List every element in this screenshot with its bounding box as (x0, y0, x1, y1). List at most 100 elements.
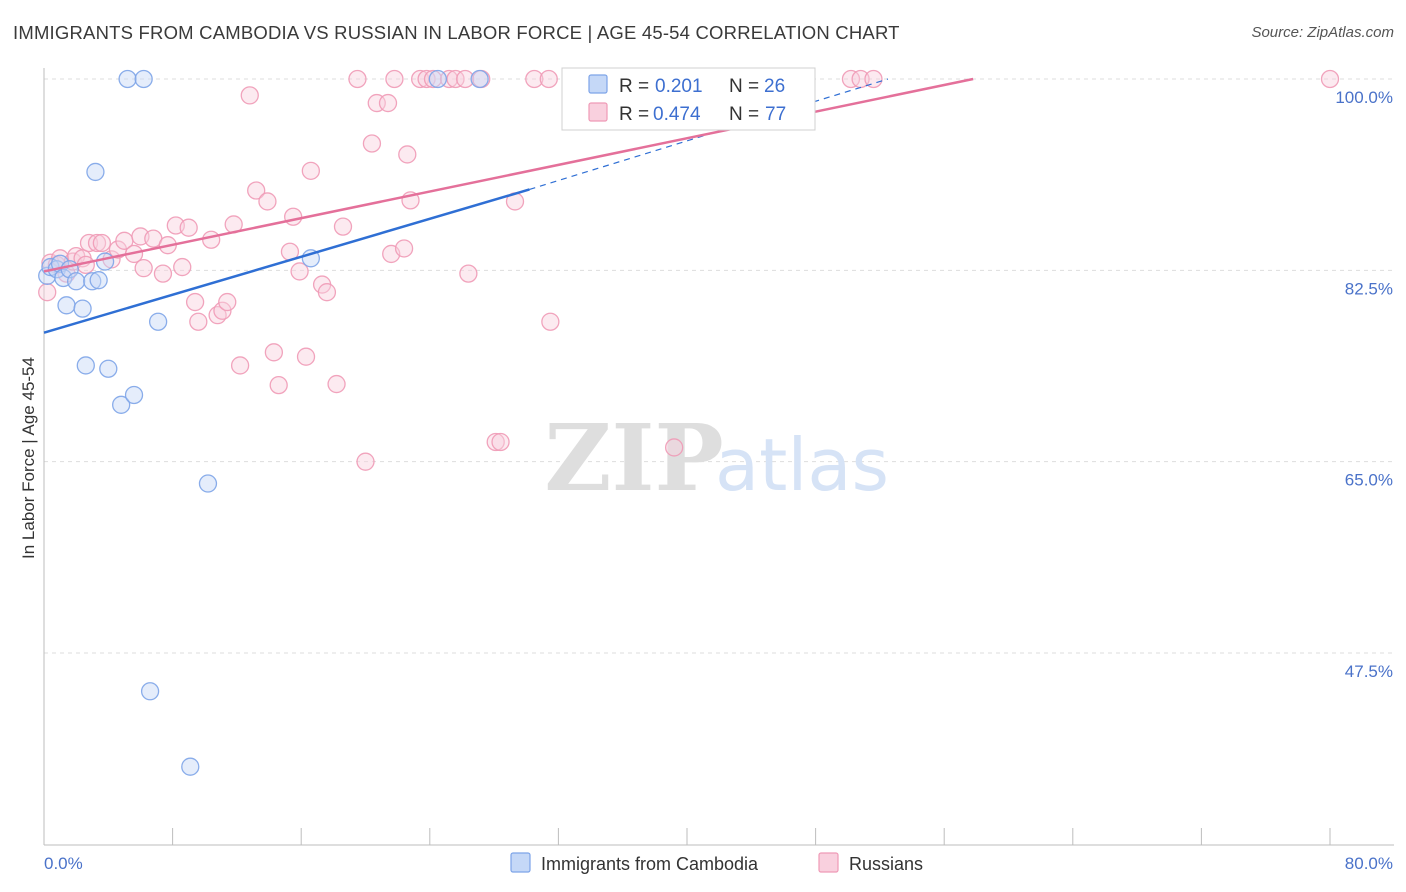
russians-point-40 (296, 347, 316, 366)
russians-point-38 (284, 207, 303, 226)
russians-point-65 (491, 432, 510, 452)
russians-points (38, 69, 1340, 471)
russians-point-43 (317, 283, 337, 302)
russians-point-52 (385, 69, 404, 89)
cambodia-point-13 (95, 252, 115, 271)
russians-point-54 (398, 145, 417, 164)
russians-point-31 (230, 356, 250, 375)
russians-point-24 (185, 292, 205, 312)
russians-point-58 (423, 69, 443, 89)
axes (43, 68, 1394, 846)
bottom-legend-swatch-russians (818, 852, 839, 873)
russians-point-47 (356, 452, 375, 471)
russians-point-46 (348, 69, 367, 89)
russians-point-61 (456, 69, 475, 89)
russians-point-39 (290, 262, 309, 281)
trend-lines (43, 77, 974, 334)
russians-point-0 (38, 283, 57, 302)
cambodia-point-17 (124, 385, 144, 405)
y-tick-label-1: 82.5% (1345, 279, 1393, 298)
watermark-atlas: atlas (715, 423, 889, 507)
cambodia-point-5 (57, 296, 76, 315)
stats-legend: R = 0.201 N = 26 R = 0.474 N = 77 (561, 67, 816, 131)
y-tick-label-2: 65.0% (1345, 471, 1393, 490)
y-tick-label-3: 47.5% (1345, 662, 1393, 681)
bottom-legend-label-cambodia: Immigrants from Cambodia (541, 854, 759, 874)
russians-point-26 (202, 230, 221, 249)
cambodia-point-19 (140, 682, 160, 701)
russians-point-36 (269, 375, 288, 395)
russians-point-73 (841, 69, 861, 89)
legend-n-value-cambodia: 26 (764, 76, 785, 97)
cambodia-point-11 (83, 272, 102, 291)
russians-point-22 (173, 257, 192, 277)
bottom-legend-label-russians: Russians (849, 854, 923, 874)
cambodia-point-7 (67, 272, 86, 291)
tick-labels: 100.0% 82.5% 65.0% 47.5% 0.0% 80.0% (44, 88, 1393, 873)
russians-point-75 (864, 69, 883, 89)
cambodia-point-24 (428, 69, 447, 89)
y-tick-label-0: 100.0% (1335, 88, 1393, 107)
bottom-legend-swatch-cambodia (510, 852, 531, 873)
russians-point-53 (394, 239, 414, 258)
cambodia-points (38, 69, 489, 776)
russians-point-10 (87, 233, 107, 253)
watermark: ZIP atlas (544, 404, 889, 512)
russians-point-56 (411, 69, 430, 89)
russians-point-35 (264, 343, 284, 362)
cambodia-point-20 (148, 312, 168, 331)
legend-n-label-cambodia: N = (729, 76, 759, 97)
legend-r-label-russians: R = (619, 104, 649, 125)
russians-point-28 (213, 301, 232, 320)
cambodia-point-15 (112, 395, 131, 414)
legend-r-value-russians: 0.474 (653, 104, 701, 125)
cambodia-point-22 (198, 474, 218, 493)
russians-point-69 (541, 312, 560, 331)
russians-point-67 (525, 69, 544, 89)
x-tick-label-1: 80.0% (1345, 854, 1393, 873)
russians-point-41 (301, 161, 320, 180)
cambodia-point-8 (73, 299, 92, 318)
watermark-zip: ZIP (544, 404, 723, 512)
source-label: Source: ZipAtlas.com (1251, 24, 1394, 41)
cambodia-point-10 (86, 162, 105, 182)
cambodia-point-18 (134, 69, 153, 89)
russians-point-76 (1320, 69, 1340, 89)
cambodia-point-9 (76, 356, 95, 375)
cambodia-point-25 (470, 69, 489, 89)
russians-point-29 (218, 292, 237, 312)
legend-swatch-russians (588, 102, 608, 122)
russians-point-60 (446, 69, 465, 89)
russians-point-64 (486, 432, 505, 452)
x-tick-label-0: 0.0% (44, 854, 83, 873)
legend-r-label-cambodia: R = (619, 76, 649, 97)
cambodia-point-21 (181, 757, 200, 776)
russians-point-17 (134, 258, 153, 278)
legend-n-label-russians: N = (729, 104, 759, 125)
russians-point-68 (539, 69, 558, 89)
russians-point-32 (240, 86, 259, 105)
legend-r-value-cambodia: 0.201 (655, 76, 703, 97)
russians-point-45 (333, 217, 353, 236)
cambodia-trend-line (43, 188, 530, 334)
y-axis-label: In Labor Force | Age 45-54 (19, 357, 38, 559)
series-legend: Immigrants from Cambodia Russians (510, 852, 923, 874)
russians-point-25 (189, 312, 208, 331)
russians-point-48 (362, 134, 382, 153)
russians-point-34 (258, 192, 277, 211)
cambodia-point-14 (99, 359, 118, 378)
cambodia-point-16 (118, 69, 137, 89)
russians-point-44 (327, 374, 346, 394)
russians-point-11 (92, 233, 112, 253)
legend-swatch-cambodia (588, 74, 608, 94)
russians-point-50 (378, 93, 398, 113)
russians-trend-line (43, 77, 974, 273)
legend-n-value-russians: 77 (765, 104, 786, 125)
russians-point-62 (459, 264, 478, 283)
chart-title: IMMIGRANTS FROM CAMBODIA VS RUSSIAN IN L… (13, 22, 900, 43)
russians-point-23 (179, 218, 198, 237)
russians-point-33 (247, 181, 266, 200)
cambodia-point-12 (89, 271, 108, 290)
russians-point-72 (664, 438, 684, 457)
